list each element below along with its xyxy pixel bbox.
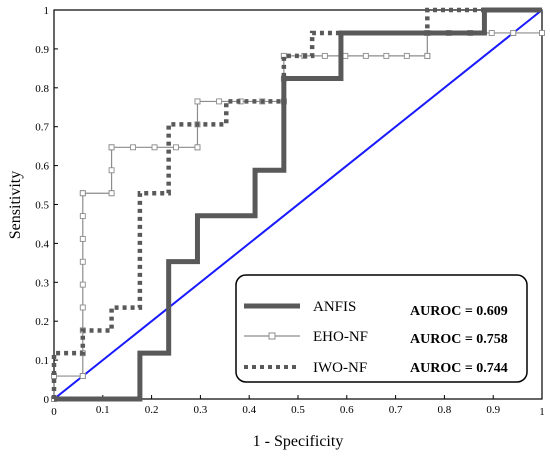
series-point-eho-nf — [79, 213, 86, 220]
y-tick-label: 0.4 — [35, 238, 49, 250]
legend-label-iwo-nf: IWO-NF — [313, 360, 367, 376]
legend-auroc-eho-nf: AUROC = 0.758 — [410, 332, 508, 347]
series-point-eho-nf — [151, 144, 158, 151]
y-tick-label: 0.1 — [35, 355, 49, 367]
y-tick-label: 0.7 — [35, 122, 49, 134]
y-tick-label: 0.2 — [35, 316, 49, 328]
series-point-eho-nf — [321, 52, 328, 59]
y-tick-label: 0.9 — [35, 44, 49, 56]
legend-box — [235, 274, 528, 383]
series-point-eho-nf — [79, 281, 86, 288]
series-point-eho-nf — [130, 144, 137, 151]
series-point-eho-nf — [79, 258, 86, 265]
series-point-eho-nf — [342, 52, 349, 59]
x-tick-label: 1 — [539, 406, 545, 418]
x-tick-label: 0.1 — [96, 404, 110, 416]
legend-label-anfis: ANFIS — [313, 299, 356, 315]
series-point-eho-nf — [362, 52, 369, 59]
series-point-eho-nf — [383, 52, 390, 59]
x-tick-label: 0.9 — [486, 404, 500, 416]
series-point-eho-nf — [79, 304, 86, 311]
series-point-eho-nf — [424, 52, 431, 59]
x-tick-label: 0.8 — [438, 404, 452, 416]
legend-swatch-eho-nf-marker — [268, 332, 276, 340]
x-tick-label: 0.4 — [242, 404, 256, 416]
y-tick-label: 0.5 — [35, 200, 49, 212]
series-layer — [51, 7, 545, 402]
series-point-eho-nf — [79, 373, 86, 379]
x-tick-label: 0.7 — [389, 404, 403, 416]
x-tick-label: 0.2 — [145, 404, 159, 416]
series-point-eho-nf — [194, 98, 201, 105]
y-tick-label: 0.8 — [35, 83, 49, 95]
x-tick-label: 0.6 — [340, 404, 354, 416]
x-tick-label: 0 — [51, 406, 57, 418]
x-axis-label: 1 - Specificity — [253, 433, 344, 450]
series-point-eho-nf — [194, 144, 201, 151]
series-point-eho-nf — [79, 235, 86, 242]
x-tick-label: 0.3 — [194, 404, 208, 416]
legend-label-eho-nf: EHO-NF — [313, 329, 368, 345]
series-line-iwo-nf — [51, 7, 542, 399]
y-axis-label: Sensitivity — [7, 171, 24, 239]
series-point-eho-nf — [539, 30, 545, 36]
series-point-eho-nf — [403, 52, 410, 59]
series-point-eho-nf — [108, 190, 115, 197]
series-point-eho-nf — [216, 98, 223, 105]
series-point-eho-nf — [108, 144, 115, 151]
y-tick-label: 0 — [44, 394, 50, 406]
series-point-eho-nf — [173, 144, 179, 151]
series-point-eho-nf — [488, 30, 495, 36]
axis-ticks: 0 0.1 0.2 0.3 0.4 0.5 0.6 0.7 0.8 0.9 1 0 0.1 0.2 0.3 0… — [35, 5, 545, 418]
y-tick-label: 1 — [44, 5, 50, 17]
y-tick-label: 0.3 — [35, 277, 49, 289]
series-line-diagonal — [53, 9, 543, 400]
legend: ANFIS AUROC = 0.609 EHO-NF AUROC = 0.758… — [235, 274, 528, 383]
x-tick-label: 0.5 — [291, 404, 305, 416]
series-point-eho-nf — [510, 30, 517, 36]
legend-auroc-iwo-nf: AUROC = 0.744 — [410, 361, 508, 376]
series-line-anfis — [54, 7, 542, 402]
legend-auroc-anfis: AUROC = 0.609 — [410, 304, 508, 319]
series-point-eho-nf — [108, 167, 115, 174]
series-point-eho-nf — [79, 190, 86, 197]
y-tick-label: 0.6 — [35, 161, 49, 173]
